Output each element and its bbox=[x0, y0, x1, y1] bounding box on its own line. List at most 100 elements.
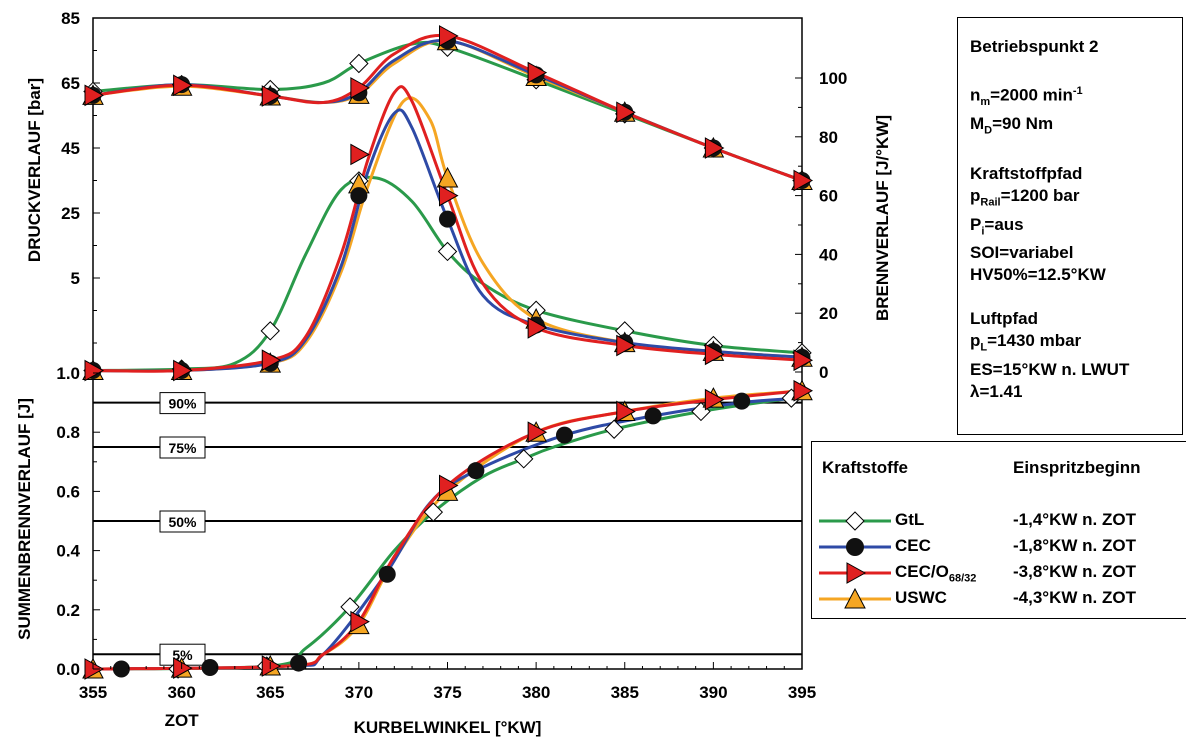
cumulative-marker-GtL bbox=[340, 597, 360, 617]
heat_release-marker-CEC-O68/32 bbox=[173, 359, 193, 382]
heat_release-marker-GtL bbox=[260, 321, 280, 341]
x-axis-title: KURBELWINKEL [°KW] bbox=[354, 718, 542, 737]
heat-release-axis-title: BRENNVERLAUF [J/°KW] bbox=[873, 115, 892, 321]
x-tick-label: 380 bbox=[522, 683, 550, 702]
info-fuel-heading: Kraftstoffpfad bbox=[970, 164, 1083, 184]
heat_release-marker-USWC bbox=[436, 166, 459, 188]
pressure-tick-label: 45 bbox=[61, 139, 80, 158]
info-soi: SOI=variabel bbox=[970, 243, 1074, 263]
series-markers bbox=[82, 25, 814, 680]
heat_release-marker-CEC-O68/32 bbox=[527, 317, 548, 339]
cumulative-marker-CEC bbox=[733, 392, 751, 410]
pressure-marker-CEC-O68/32 bbox=[616, 101, 636, 124]
info-pilot: Pi=aus bbox=[970, 214, 1024, 238]
cumulative-marker-CEC bbox=[201, 659, 219, 677]
legend-name-cec: CEC bbox=[895, 536, 931, 555]
legend-item-cec: CEC -1,8°KW n. ZOT bbox=[812, 535, 1186, 559]
heat_release-curve-USWC bbox=[92, 96, 803, 373]
cumulative-marker-CEC bbox=[555, 426, 573, 444]
reference-lines: 90% 75% 50% 5% bbox=[93, 392, 802, 666]
pressure-marker-CEC-O68/32 bbox=[527, 61, 548, 84]
info-title: Betriebspunkt 2 bbox=[970, 37, 1099, 56]
cumulative-marker-CEC-O68/32 bbox=[704, 388, 725, 411]
reference-label: 75% bbox=[168, 440, 197, 456]
legend-swatch-cec-o bbox=[819, 562, 891, 584]
legend-swatch-uswc bbox=[819, 587, 891, 609]
cumulative-marker-CEC bbox=[112, 660, 130, 678]
info-lambda: λ=1.41 bbox=[970, 381, 1023, 401]
heat-release-tick-label: 60 bbox=[819, 187, 838, 206]
legend-name-gtl: GtL bbox=[895, 510, 925, 529]
x-zot-label: ZOT bbox=[165, 711, 200, 730]
legend-injection-gtl: -1,4°KW n. ZOT bbox=[1013, 510, 1136, 529]
legend-name-uswc: USWC bbox=[895, 588, 947, 607]
cumulative-tick-label: 0.2 bbox=[56, 601, 80, 620]
reference-label: 5% bbox=[172, 647, 193, 663]
legend-injection-cec: -1,8°KW n. ZOT bbox=[1013, 536, 1136, 555]
info-boost-pressure: pL=1430 mbar bbox=[970, 331, 1082, 354]
legend-swatch-gtl bbox=[819, 511, 891, 531]
legend-name-cec-o: CEC/O68/32 bbox=[895, 562, 977, 585]
heat_release-marker-CEC-O68/32 bbox=[84, 359, 105, 382]
cumulative-marker-CEC-O68/32 bbox=[527, 421, 548, 444]
legend-injection-cec-o: -3,8°KW n. ZOT bbox=[1013, 562, 1136, 581]
pressure-tick-label: 65 bbox=[61, 74, 80, 93]
heat_release-marker-CEC-O68/32 bbox=[793, 349, 814, 372]
cumulative-marker-CEC-O68/32 bbox=[173, 657, 193, 679]
heat_release-marker-CEC-O68/32 bbox=[350, 143, 370, 166]
legend-swatch-cec bbox=[819, 538, 891, 556]
pressure-curve-CEC bbox=[92, 39, 803, 182]
cumulative-marker-CEC-O68/32 bbox=[350, 610, 370, 633]
legend-item-uswc: USWC -4,3°KW n. ZOT bbox=[812, 587, 1186, 611]
cumulative-marker-CEC bbox=[467, 462, 485, 480]
pressure-tick-label: 25 bbox=[61, 204, 80, 223]
pressure-marker-CEC-O68/32 bbox=[173, 74, 193, 97]
cumulative-tick-label: 1.0 bbox=[56, 364, 80, 383]
cumulative-marker-CEC-O68/32 bbox=[616, 400, 636, 423]
cumulative-marker-CEC bbox=[290, 654, 308, 672]
x-tick-label: 390 bbox=[699, 683, 727, 702]
x-tick-label: 385 bbox=[611, 683, 639, 702]
heat_release-marker-CEC bbox=[439, 210, 456, 228]
cumulative-marker-GtL bbox=[604, 419, 624, 439]
heat-release-tick-label: 0 bbox=[819, 363, 828, 382]
pressure-marker-CEC-O68/32 bbox=[439, 25, 459, 47]
legend: Kraftstoffe Einspritzbeginn GtL -1,4°KW … bbox=[811, 441, 1186, 619]
heat-release-tick-label: 100 bbox=[819, 69, 847, 88]
info-rail-pressure: pRail=1200 bar bbox=[970, 186, 1080, 209]
cumulative-marker-CEC-O68/32 bbox=[439, 474, 459, 497]
pressure-marker-CEC-O68/32 bbox=[704, 137, 725, 159]
x-tick-label: 395 bbox=[788, 683, 816, 702]
reference-label-box bbox=[159, 510, 206, 533]
cumulative-tick-label: 0.0 bbox=[56, 660, 80, 679]
heat-release-tick-label: 80 bbox=[819, 128, 838, 147]
pressure-curve-CEC-O68/32 bbox=[92, 33, 803, 182]
reference-label: 50% bbox=[168, 514, 197, 530]
x-tick-label: 370 bbox=[345, 683, 373, 702]
pressure-marker-CEC-O68/32 bbox=[84, 84, 105, 107]
heat_release-marker-GtL bbox=[437, 241, 458, 262]
x-tick-label: 360 bbox=[167, 683, 195, 702]
cumulative-marker-GtL bbox=[423, 502, 444, 522]
legend-item-gtl: GtL -1,4°KW n. ZOT bbox=[812, 509, 1186, 533]
axis-ticks bbox=[92, 17, 803, 670]
heat_release-marker-CEC-O68/32 bbox=[704, 343, 725, 366]
heat_release-marker-CEC-O68/32 bbox=[261, 349, 282, 372]
axis-labels: 355 360 365 370 375 380 385 390 395 ZOT KURBELWINK… bbox=[15, 9, 892, 737]
reference-label: 90% bbox=[168, 396, 197, 412]
heat_release-marker-CEC-O68/32 bbox=[439, 184, 459, 207]
cumulative-marker-CEC-O68/32 bbox=[261, 655, 282, 677]
pressure-marker-CEC-O68/32 bbox=[261, 85, 282, 107]
pressure-tick-label: 85 bbox=[61, 9, 80, 28]
reference-label-box bbox=[159, 436, 206, 459]
pressure-curve-USWC bbox=[92, 39, 803, 182]
operating-point-box: Betriebspunkt 2 nm=2000 min-1 MD=90 Nm K… bbox=[957, 17, 1183, 435]
x-tick-label: 375 bbox=[433, 683, 461, 702]
pressure-axis-title: DRUCKVERLAUF [bar] bbox=[25, 78, 44, 262]
legend-injection-uswc: -4,3°KW n. ZOT bbox=[1013, 588, 1136, 607]
cumulative-marker-CEC-O68/32 bbox=[793, 379, 814, 402]
cumulative-tick-label: 0.4 bbox=[56, 542, 80, 561]
x-tick-label: 365 bbox=[256, 683, 284, 702]
heat_release-curve-GtL bbox=[92, 175, 803, 372]
